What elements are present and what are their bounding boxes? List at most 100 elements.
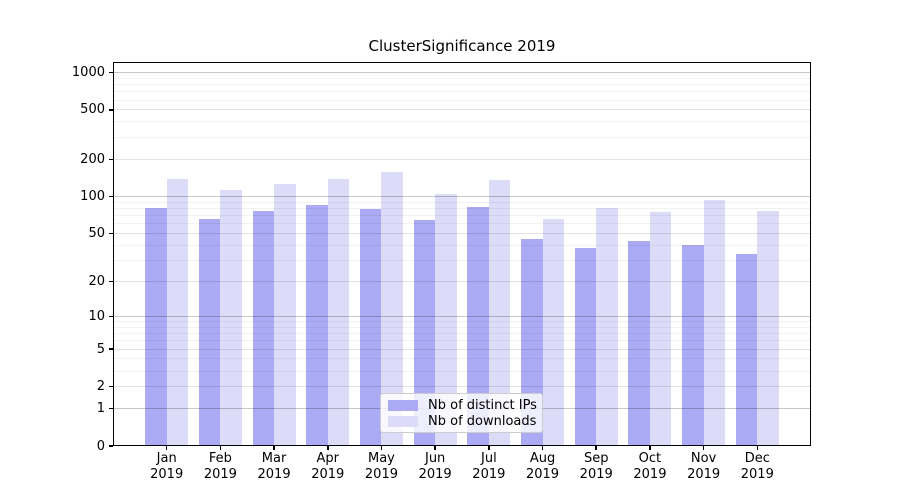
x-tick-nov bbox=[702, 446, 705, 450]
y-tick-label-20: 20 bbox=[88, 273, 105, 289]
x-tick-label-feb: Feb 2019 bbox=[203, 451, 237, 482]
y-tick-20 bbox=[109, 280, 113, 283]
bar-jun-ips bbox=[413, 220, 436, 446]
legend-row-downloads: Nb of downloads bbox=[388, 413, 537, 429]
bar-feb-ips bbox=[198, 218, 221, 446]
gridline-500 bbox=[114, 109, 810, 111]
x-tick-jun bbox=[434, 446, 436, 450]
x-tick-label-mar: Mar 2019 bbox=[257, 451, 291, 482]
bar-oct-downloads bbox=[649, 211, 672, 446]
bar-may-ips bbox=[359, 209, 382, 446]
gridline-minor-7 bbox=[114, 333, 810, 335]
bar-jun-downloads bbox=[435, 194, 457, 446]
y-tick-0 bbox=[109, 445, 113, 447]
gridline-minor-400 bbox=[114, 121, 810, 123]
x-tick-label-jan: Jan 2019 bbox=[150, 451, 184, 482]
x-tick-aug bbox=[541, 446, 544, 450]
y-tick-200 bbox=[109, 158, 113, 160]
y-tick-2 bbox=[109, 385, 113, 388]
x-tick-label-nov: Nov 2019 bbox=[687, 451, 721, 482]
bar-mar-downloads bbox=[274, 184, 296, 446]
y-tick-50 bbox=[109, 232, 113, 235]
gridline-minor-3 bbox=[114, 370, 810, 372]
x-tick-oct bbox=[649, 446, 651, 450]
bar-jan-ips bbox=[145, 207, 167, 446]
y-tick-label-0: 0 bbox=[96, 438, 105, 454]
y-tick-100 bbox=[109, 195, 113, 198]
gridline-minor-700 bbox=[114, 91, 810, 93]
gridline-minor-6 bbox=[114, 340, 810, 342]
gridline-minor-600 bbox=[114, 99, 810, 101]
bar-apr-downloads bbox=[327, 178, 350, 446]
gridline-10 bbox=[114, 315, 810, 317]
bar-nov-ips bbox=[682, 245, 704, 446]
bar-jan-downloads bbox=[166, 179, 189, 446]
gridline-minor-8 bbox=[114, 326, 810, 328]
x-tick-sep bbox=[595, 446, 597, 450]
gridline-1000 bbox=[114, 71, 810, 73]
x-tick-mar bbox=[273, 446, 275, 450]
gridline-minor-90 bbox=[114, 201, 810, 203]
y-tick-label-500: 500 bbox=[80, 102, 105, 118]
bar-may-downloads bbox=[381, 171, 403, 446]
gridline-minor-800 bbox=[114, 83, 810, 85]
x-tick-jan bbox=[165, 446, 168, 450]
legend-swatch-distinct-ips bbox=[388, 399, 418, 411]
x-tick-label-jul: Jul 2019 bbox=[472, 451, 506, 482]
bar-sep-ips bbox=[574, 247, 597, 446]
x-tick-label-sep: Sep 2019 bbox=[579, 451, 613, 482]
bar-apr-ips bbox=[306, 204, 328, 446]
bar-jul-ips bbox=[467, 207, 489, 446]
x-tick-label-dec: Dec 2019 bbox=[740, 451, 774, 482]
gridline-minor-40 bbox=[114, 244, 810, 246]
bar-nov-downloads bbox=[703, 199, 726, 446]
bar-jul-downloads bbox=[488, 179, 511, 446]
x-tick-label-may: May 2019 bbox=[364, 451, 398, 482]
y-tick-1000 bbox=[109, 71, 113, 74]
gridline-minor-900 bbox=[114, 77, 810, 79]
legend-row-distinct-ips: Nb of distinct IPs bbox=[388, 397, 537, 413]
x-tick-dec bbox=[756, 446, 759, 450]
legend-swatch-downloads bbox=[388, 415, 418, 427]
gridline-minor-70 bbox=[114, 215, 810, 217]
x-tick-may bbox=[380, 446, 383, 450]
legend-label-distinct-ips: Nb of distinct IPs bbox=[428, 397, 537, 413]
legend: Nb of distinct IPs Nb of downloads bbox=[380, 393, 543, 433]
x-tick-label-aug: Aug 2019 bbox=[525, 451, 560, 482]
gridline-50 bbox=[114, 232, 810, 234]
y-tick-label-5: 5 bbox=[96, 341, 105, 357]
bar-mar-ips bbox=[252, 211, 275, 446]
gridline-20 bbox=[114, 280, 810, 282]
x-tick-label-apr: Apr 2019 bbox=[311, 451, 345, 482]
x-tick-label-jun: Jun 2019 bbox=[418, 451, 452, 482]
y-tick-label-50: 50 bbox=[88, 225, 105, 241]
bar-dec-downloads bbox=[757, 211, 779, 446]
y-tick-500 bbox=[109, 109, 113, 111]
y-tick-label-2: 2 bbox=[96, 379, 105, 395]
x-tick-label-oct: Oct 2019 bbox=[633, 451, 667, 482]
legend-label-downloads: Nb of downloads bbox=[428, 413, 537, 429]
bar-dec-ips bbox=[735, 253, 758, 446]
y-tick-1 bbox=[109, 407, 113, 410]
y-tick-label-100: 100 bbox=[80, 188, 105, 204]
gridline-5 bbox=[114, 348, 810, 350]
x-tick-apr bbox=[327, 446, 329, 450]
gridline-200 bbox=[114, 158, 810, 160]
y-tick-label-1: 1 bbox=[96, 401, 105, 417]
y-tick-label-200: 200 bbox=[80, 151, 105, 167]
y-tick-10 bbox=[109, 315, 113, 318]
chart-title: ClusterSignificance 2019 bbox=[368, 37, 556, 55]
gridline-minor-9 bbox=[114, 321, 810, 322]
gridline-minor-30 bbox=[114, 259, 810, 261]
y-tick-label-10: 10 bbox=[88, 308, 105, 324]
gridline-minor-300 bbox=[114, 136, 810, 138]
x-tick-jul bbox=[488, 446, 490, 450]
y-tick-5 bbox=[109, 348, 113, 350]
bar-feb-downloads bbox=[220, 190, 242, 446]
gridline-minor-60 bbox=[114, 223, 810, 225]
y-tick-label-1000: 1000 bbox=[71, 64, 105, 80]
x-tick-feb bbox=[219, 446, 222, 450]
gridline-minor-80 bbox=[114, 207, 810, 209]
gridline-minor-4 bbox=[114, 358, 810, 360]
